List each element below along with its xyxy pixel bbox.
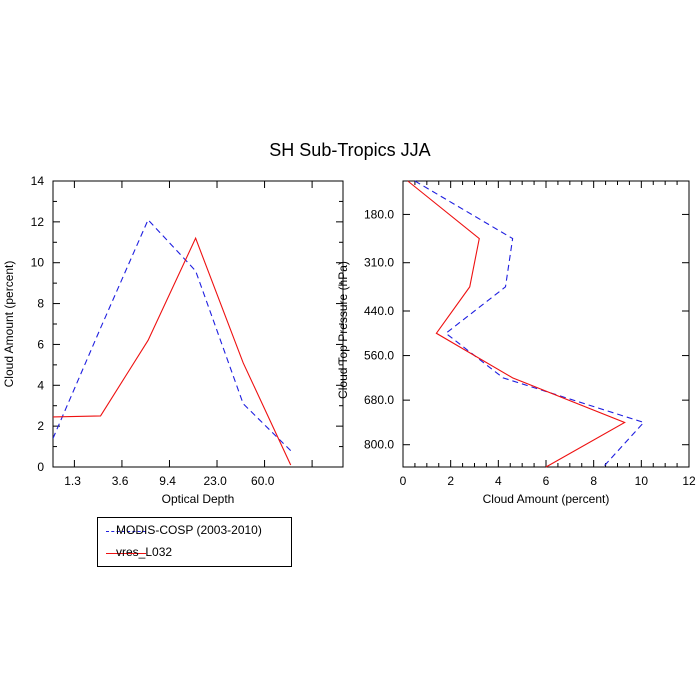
- left-xtick-label: 3.6: [112, 474, 129, 488]
- right-ytick-label: 310.0: [364, 256, 394, 270]
- right-ytick-label: 180.0: [364, 207, 394, 221]
- right-series-modis: [414, 180, 645, 468]
- legend-line-modis: [106, 531, 146, 532]
- left-x-axis-title: Optical Depth: [162, 492, 235, 506]
- legend-label-model: vres_L032: [116, 545, 173, 559]
- right-xtick-label: 4: [495, 474, 502, 488]
- left-ytick-label: 4: [37, 378, 44, 392]
- right-plot-frame: [402, 180, 690, 468]
- right-ytick-label: 800.0: [364, 438, 394, 452]
- right-y-axis-title: Cloud Top Pressure (hPa): [336, 261, 350, 399]
- right-ytick-label: 680.0: [364, 393, 394, 407]
- right-ytick-label: 560.0: [364, 349, 394, 363]
- right-xtick-label: 10: [635, 474, 649, 488]
- right-xtick-label: 6: [543, 474, 550, 488]
- left-series-modis: [53, 218, 292, 452]
- legend: MODIS-COSP (2003-2010) vres_L032: [97, 517, 292, 567]
- right-ytick-label: 440.0: [364, 304, 394, 318]
- left-xtick-label: 1.3: [64, 474, 81, 488]
- left-ytick-label: 8: [37, 297, 44, 311]
- left-ytick-label: 0: [37, 460, 44, 474]
- legend-item-model: vres_L032: [98, 543, 291, 563]
- legend-line-model: [106, 553, 146, 554]
- left-xtick-label: 60.0: [251, 474, 275, 488]
- left-ytick-label: 10: [31, 256, 45, 270]
- right-xtick-label: 2: [447, 474, 454, 488]
- left-plot-frame: [52, 180, 344, 468]
- left-ytick-label: 14: [31, 174, 45, 188]
- right-series-model: [407, 180, 626, 468]
- right-panel: 0 2 4 6 8 10 12 180.0 310.0 440.0 560.0 680.0 800.0 C…: [336, 180, 696, 506]
- legend-label-modis: MODIS-COSP (2003-2010): [116, 523, 262, 537]
- right-xtick-label: 12: [682, 474, 696, 488]
- left-ytick-label: 2: [37, 419, 44, 433]
- left-y-axis-title: Cloud Amount (percent): [2, 261, 16, 388]
- right-xtick-label: 0: [400, 474, 407, 488]
- right-xtick-label: 8: [590, 474, 597, 488]
- left-ytick-label: 12: [31, 215, 45, 229]
- left-xtick-label: 9.4: [159, 474, 176, 488]
- left-ytick-label: 6: [37, 337, 44, 351]
- left-xtick-label: 23.0: [203, 474, 227, 488]
- legend-item-modis: MODIS-COSP (2003-2010): [98, 521, 291, 541]
- right-x-axis-title: Cloud Amount (percent): [483, 492, 610, 506]
- left-series-model: [53, 236, 292, 466]
- left-panel: 0 2 4 6 8 10 12 14 1.3 3.6 9.4 23.0 60.0 Optical Dept…: [2, 174, 344, 506]
- chart-title: SH Sub-Tropics JJA: [269, 140, 431, 160]
